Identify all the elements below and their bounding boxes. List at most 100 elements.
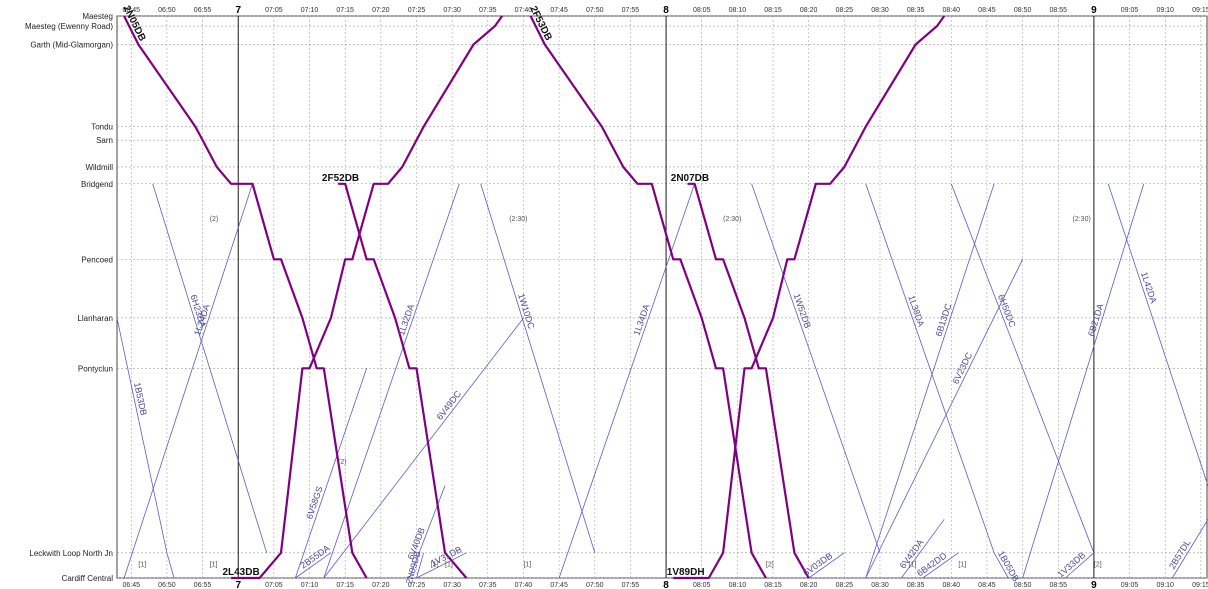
- time-tick-label: 07:40: [515, 7, 533, 14]
- time-tick-label: 08:15: [764, 7, 782, 14]
- time-tick-label: 06:45: [122, 582, 140, 589]
- station-label: Sarn: [96, 136, 113, 145]
- time-tick-label: 08:45: [978, 582, 996, 589]
- train-label: 6B42DD: [915, 550, 949, 578]
- time-tick-label: 06:50: [158, 582, 176, 589]
- time-tick-label: 08:30: [871, 7, 889, 14]
- time-tick-label: 08:45: [978, 7, 996, 14]
- train-path-1W10DC[interactable]: [480, 183, 596, 553]
- train-label: 2N07DB: [671, 173, 709, 184]
- train-label: 6B21DA: [1086, 302, 1105, 337]
- time-axis-top: 06:45 06:50 06:55 7 07:05 07:10 07:15 07:20 07:2…: [122, 5, 1208, 16]
- dwell-note: [1]: [138, 562, 146, 569]
- time-tick-label: 07:25: [408, 7, 426, 14]
- train-path-1L24DA[interactable]: [123, 183, 253, 579]
- train-path-2F52DB[interactable]: [338, 182, 468, 579]
- dwell-notes: (2) (2:30) (2:30) (2:30) (2) [1] [1] [1] [1] [2] […: [138, 216, 1101, 569]
- hour-label: 8: [663, 5, 669, 16]
- train-path-6V03DB[interactable]: [808, 552, 845, 579]
- train-path-2N05DB[interactable]: [123, 15, 368, 579]
- train-path-1W52DB[interactable]: [751, 183, 881, 553]
- dwell-note: (2:30): [1073, 216, 1091, 223]
- station-label: Garth (Mid-Glamorgan): [30, 41, 113, 50]
- train-path-1B53DB[interactable]: [116, 317, 175, 579]
- train-path-6H23DA[interactable]: [152, 183, 268, 553]
- time-tick-label: 06:50: [158, 7, 176, 14]
- time-tick-label: 09:15: [1192, 7, 1208, 14]
- train-label: 1V33DB: [1056, 550, 1088, 580]
- time-tick-label: 07:15: [336, 582, 354, 589]
- train-label: 6B13DC: [934, 302, 954, 338]
- train-path-6B42DD[interactable]: [922, 552, 959, 579]
- train-path-1V31DB[interactable]: [416, 552, 467, 579]
- time-tick-label: 08:50: [1014, 7, 1032, 14]
- hour-label: 7: [235, 5, 241, 16]
- train-path-2N07DB[interactable]: [687, 182, 810, 579]
- train-path-6H50DC[interactable]: [950, 183, 1095, 553]
- time-axis-bottom: 06:45 06:50 06:55 7 07:05 07:10 07:15 07:20 07:2…: [122, 580, 1208, 589]
- train-label: 6H50DC: [996, 293, 1018, 329]
- train-path-1L42DA[interactable]: [1107, 183, 1208, 486]
- train-path-2B57DL[interactable]: [1171, 519, 1208, 579]
- train-path-6V23DC[interactable]: [865, 259, 1023, 579]
- dwell-note: (2): [338, 459, 347, 466]
- train-label: 1L42DA: [1139, 271, 1159, 305]
- train-label: 2F52DB: [322, 173, 359, 184]
- station-label: Llanharan: [77, 314, 113, 323]
- train-path-6V49DC[interactable]: [323, 317, 524, 579]
- train-label: 1W10DC: [516, 292, 536, 330]
- time-tick-label: 07:55: [622, 7, 640, 14]
- train-path-2F53DB[interactable]: [529, 15, 767, 579]
- station-label: Pencoed: [81, 255, 113, 264]
- train-path-1V89DH[interactable]: [673, 15, 946, 580]
- station-label: Pontyclun: [78, 364, 113, 373]
- train-path-2B55DA[interactable]: [295, 552, 332, 579]
- hour-label: 8: [663, 580, 669, 589]
- station-label: Cardiff Central: [62, 574, 114, 583]
- time-tick-label: 07:10: [301, 582, 319, 589]
- dwell-note: (2): [210, 216, 219, 223]
- time-tick-label: 08:55: [1049, 582, 1067, 589]
- time-tick-label: 08:40: [943, 7, 961, 14]
- train-path-6V40DB[interactable]: [409, 485, 446, 579]
- dwell-note: [2]: [766, 562, 774, 569]
- plot-frame: [116, 15, 1208, 579]
- dwell-note: [1]: [909, 562, 917, 569]
- time-tick-label: 07:30: [443, 582, 461, 589]
- grid: [116, 15, 1208, 579]
- dwell-note: (2:30): [509, 216, 527, 223]
- train-label: 6V40DB: [406, 526, 427, 561]
- time-tick-label: 07:25: [408, 582, 426, 589]
- station-label: Wildmill: [85, 163, 113, 172]
- time-tick-label: 07:45: [550, 582, 568, 589]
- time-tick-label: 08:05: [693, 582, 711, 589]
- time-tick-label: 07:45: [550, 7, 568, 14]
- train-path-6B13DC[interactable]: [865, 183, 995, 579]
- train-path-1L34DA[interactable]: [558, 183, 695, 579]
- hour-label: 9: [1091, 580, 1097, 589]
- train-label: 6V03DB: [801, 551, 834, 578]
- train-path-1B05DB[interactable]: [993, 552, 1009, 579]
- train-path-6B21DA[interactable]: [1022, 183, 1145, 579]
- time-tick-label: 08:50: [1014, 582, 1032, 589]
- time-tick-label: 08:10: [729, 7, 747, 14]
- station-label: Bridgend: [81, 180, 113, 189]
- time-tick-label: 07:20: [372, 582, 390, 589]
- time-tick-label: 07:20: [372, 7, 390, 14]
- train-path-1L38DA[interactable]: [865, 183, 995, 553]
- train-path-1V33DB[interactable]: [1065, 552, 1095, 579]
- train-label: 2B55DA: [298, 543, 331, 570]
- train-path-2L43DB[interactable]: [231, 15, 503, 580]
- train-path-6V58GS[interactable]: [294, 368, 367, 579]
- train-path-6V42DA[interactable]: [901, 519, 945, 579]
- time-tick-label: 08:15: [764, 582, 782, 589]
- time-tick-label: 07:30: [443, 7, 461, 14]
- time-tick-label: 09:05: [1121, 582, 1139, 589]
- station-label: Maesteg (Ewenny Road): [25, 22, 113, 31]
- train-path-2N09DB[interactable]: [416, 552, 424, 579]
- time-tick-label: 08:05: [693, 7, 711, 14]
- train-label: 1L38DA: [906, 294, 926, 328]
- hour-label: 9: [1091, 5, 1097, 16]
